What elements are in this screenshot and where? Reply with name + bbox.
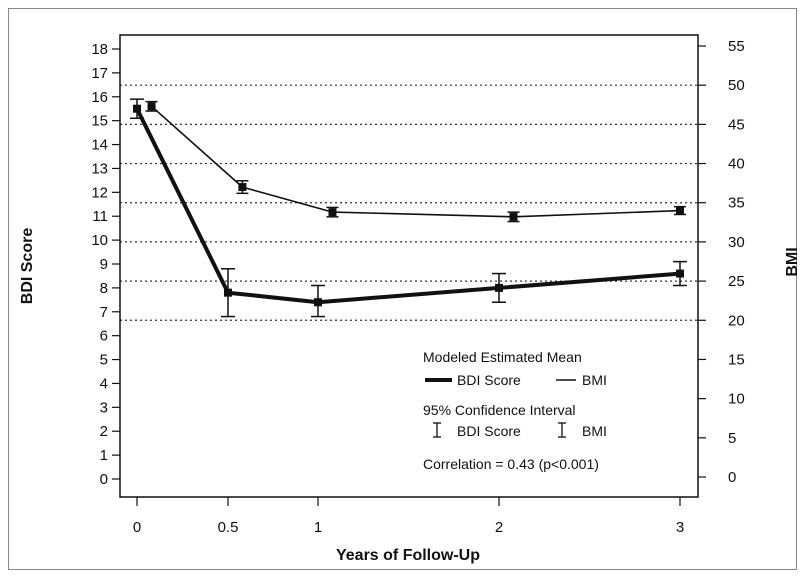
legend-correlation: Correlation = 0.43 (p<0.001) (423, 456, 599, 472)
x-tick-label-0: 0 (133, 519, 141, 536)
point-bmi-3 (509, 212, 518, 221)
point-bdi-score-0 (133, 104, 141, 113)
right-tick-label-55: 55 (728, 38, 745, 55)
point-bmi-0 (147, 102, 156, 111)
series-bdi-score (130, 98, 687, 318)
legend-ci-bdi-icon (433, 422, 441, 438)
legend-ci-bmi-icon (558, 422, 566, 438)
left-tick-label-7: 7 (100, 304, 108, 321)
left-tick-label-14: 14 (91, 137, 108, 154)
legend-bdi-label: BDI Score (457, 372, 521, 388)
right-tick-label-30: 30 (728, 234, 745, 251)
left-tick-label-10: 10 (91, 232, 108, 249)
point-bdi-score-1 (224, 288, 232, 297)
plot-area (119, 34, 699, 498)
legend-ci-title: 95% Confidence Interval (423, 402, 576, 418)
x-tick-label-3: 3 (676, 519, 684, 536)
left-tick-label-17: 17 (91, 65, 108, 82)
left-tick-label-6: 6 (100, 328, 108, 345)
right-tick-label-15: 15 (728, 351, 745, 368)
left-tick-label-11: 11 (92, 208, 108, 225)
y-axis-title-right: BMI (784, 247, 801, 276)
right-tick-label-20: 20 (728, 312, 745, 329)
point-bmi-4 (676, 206, 684, 215)
point-bmi-1 (238, 183, 247, 192)
right-tick-label-0: 0 (728, 469, 736, 486)
point-bdi-score-3 (495, 283, 503, 292)
legend-mean-title: Modeled Estimated Mean (423, 349, 582, 365)
left-tick-label-16: 16 (91, 89, 108, 106)
x-axis-ticks: 0 0.5 1 2 3 (133, 497, 684, 536)
left-tick-label-15: 15 (91, 113, 108, 130)
right-axis-ticks: 0 5 10 15 20 25 30 35 40 45 50 55 (698, 38, 745, 486)
legend-bmi-label: BMI (582, 372, 607, 388)
right-tick-label-45: 45 (728, 116, 745, 133)
left-tick-label-1: 1 (100, 447, 108, 464)
legend: Modeled Estimated Mean BDI Score BMI 95%… (423, 349, 607, 472)
x-axis-title: Years of Follow-Up (336, 547, 480, 564)
left-tick-label-3: 3 (100, 399, 108, 416)
x-tick-label-2: 2 (495, 519, 503, 536)
left-tick-label-8: 8 (100, 280, 108, 297)
gridlines (120, 84, 698, 321)
right-tick-label-5: 5 (728, 430, 736, 447)
right-tick-label-35: 35 (728, 195, 745, 212)
legend-ci-bmi-label: BMI (582, 423, 607, 439)
x-tick-label-0.5: 0.5 (218, 519, 239, 536)
left-tick-label-18: 18 (91, 41, 108, 58)
x-tick-label-1: 1 (314, 519, 322, 536)
left-tick-label-9: 9 (100, 256, 108, 273)
right-tick-label-40: 40 (728, 156, 745, 173)
right-tick-label-10: 10 (728, 391, 745, 408)
right-tick-label-25: 25 (728, 273, 745, 290)
left-tick-label-5: 5 (100, 352, 108, 369)
series-line-bmi (151, 105, 681, 218)
y-axis-title-left: BDI Score (19, 228, 36, 305)
point-bmi-2 (328, 208, 337, 217)
point-bdi-score-2 (314, 298, 322, 307)
left-tick-label-0: 0 (100, 471, 108, 488)
right-tick-label-50: 50 (728, 77, 745, 94)
left-tick-label-12: 12 (91, 184, 108, 201)
legend-ci-bdi-label: BDI Score (457, 423, 521, 439)
point-bdi-score-4 (676, 269, 684, 278)
left-tick-label-13: 13 (91, 160, 108, 177)
series-group (130, 98, 687, 318)
left-tick-label-4: 4 (100, 375, 108, 392)
series-line-bdi-score (135, 107, 681, 305)
series-bmi (145, 100, 686, 223)
left-tick-label-2: 2 (100, 423, 108, 440)
